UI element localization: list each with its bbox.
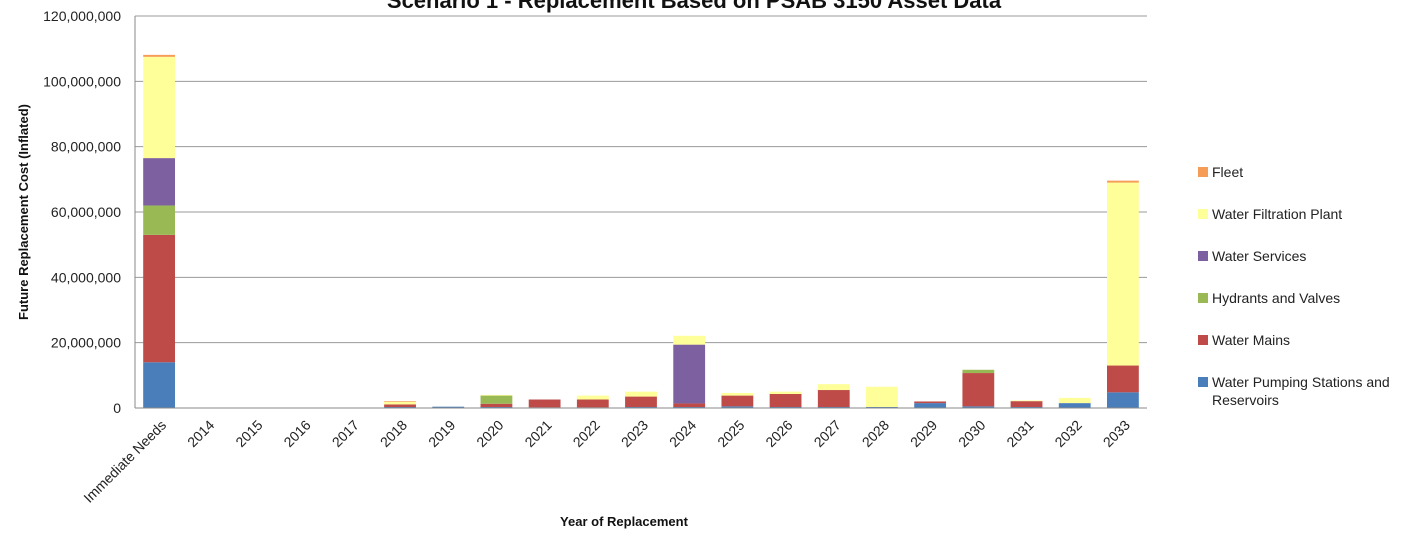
y-tick-label: 120,000,000 — [43, 8, 121, 24]
bar-segment — [721, 395, 754, 407]
bar-segment — [673, 403, 706, 408]
bar-segment — [143, 205, 175, 235]
x-tick-label: 2028 — [859, 417, 892, 450]
bar-segment — [480, 403, 513, 408]
bar-segment — [1010, 401, 1043, 408]
bar-segment — [1058, 403, 1091, 408]
legend-swatch — [1198, 377, 1208, 387]
bar-segment — [673, 335, 706, 345]
legend-label: Water Services — [1212, 248, 1307, 264]
legend-label: Water Filtration Plant — [1212, 206, 1343, 222]
x-axis-ticks: Immediate Needs 2014 2015 2016 2017 2018 2019 2… — [80, 417, 1133, 506]
bar-segment — [384, 401, 416, 402]
legend-item: Water Filtration Plant — [1198, 205, 1404, 223]
legend-swatch — [1198, 335, 1208, 345]
x-tick-label: 2021 — [521, 417, 554, 450]
bar-segment — [1107, 180, 1139, 183]
x-tick-label: 2022 — [570, 417, 603, 450]
bar-segment — [576, 395, 609, 400]
x-tick-label: 2029 — [907, 417, 940, 450]
legend-swatch — [1198, 251, 1208, 261]
x-tick-label: 2024 — [666, 417, 699, 450]
bar-segment — [914, 403, 947, 408]
x-tick-label: 2020 — [473, 417, 506, 450]
bar-segment — [1107, 182, 1139, 366]
bar-segment — [1010, 400, 1043, 402]
bar-segment — [384, 401, 416, 405]
x-tick-label: 2015 — [232, 417, 265, 450]
bar-segment — [721, 392, 754, 396]
x-tick-label: 2019 — [425, 417, 458, 450]
y-axis-ticks: 0 20,000,000 40,000,000 60,000,000 80,000,00… — [43, 8, 121, 416]
bar-segment — [480, 395, 513, 404]
legend: Fleet Water Filtration Plant Water Service… — [1198, 163, 1404, 433]
legend-item: Fleet — [1198, 163, 1404, 181]
x-axis-title: Year of Replacement — [560, 514, 689, 529]
legend-label: Hydrants and Valves — [1212, 290, 1341, 306]
x-tick-label: 2017 — [329, 417, 362, 450]
bar-segment — [817, 390, 850, 408]
legend-label: Fleet — [1212, 164, 1244, 180]
gridlines — [135, 15, 1147, 344]
x-tick-label: 2030 — [955, 417, 988, 450]
bar-segment — [673, 344, 706, 404]
bar-segment — [817, 384, 850, 391]
bar-segment — [1107, 365, 1139, 393]
bar-segment — [625, 396, 657, 408]
bar-segment — [143, 362, 175, 408]
bar-segment — [480, 394, 513, 396]
bar-segment — [143, 158, 175, 206]
x-tick-label: 2016 — [280, 417, 313, 450]
chart-title: Scenario 1 - Replacement Based on PSAB 3… — [387, 0, 1002, 13]
bar-segment — [143, 234, 175, 363]
y-tick-label: 40,000,000 — [51, 269, 121, 285]
bar-segment — [576, 399, 609, 408]
bar-segment — [143, 54, 175, 57]
legend-label: Reservoirs — [1212, 392, 1279, 408]
x-tick-label: 2023 — [618, 417, 651, 450]
bar-segment — [914, 401, 947, 404]
legend-label: Water Mains — [1212, 332, 1291, 348]
y-tick-label: 0 — [113, 400, 121, 416]
bar-segment — [866, 386, 898, 408]
legend-item: Water Pumping Stations and Reservoirs — [1198, 373, 1404, 409]
bar-segment — [721, 406, 754, 408]
x-tick-label: 2027 — [811, 417, 844, 450]
x-tick-label: 2032 — [1051, 417, 1084, 450]
bar-segment — [528, 399, 561, 408]
bar-segment — [769, 391, 802, 394]
x-tick-label: Immediate Needs — [80, 417, 169, 506]
legend-item: Hydrants and Valves — [1198, 289, 1404, 307]
y-tick-label: 80,000,000 — [51, 139, 121, 155]
y-axis-title: Future Replacement Cost (Inflated) — [16, 104, 31, 320]
x-tick-label: 2018 — [377, 417, 410, 450]
y-tick-label: 20,000,000 — [51, 335, 121, 351]
legend-item: Water Services — [1198, 247, 1404, 265]
bar-segment — [432, 406, 465, 408]
legend-swatch — [1198, 293, 1208, 303]
x-tick-label: 2033 — [1100, 417, 1133, 450]
legend-item: Water Mains — [1198, 331, 1404, 349]
y-tick-label: 60,000,000 — [51, 204, 121, 220]
legend-label: Water Pumping Stations and — [1212, 374, 1390, 390]
x-tick-label: 2025 — [714, 417, 747, 450]
legend-swatch — [1198, 209, 1208, 219]
bar-segment — [769, 393, 802, 408]
y-tick-label: 100,000,000 — [43, 73, 121, 89]
bars — [143, 54, 1139, 408]
bar-segment — [962, 406, 995, 408]
bar-segment — [625, 391, 657, 397]
bar-segment — [1058, 397, 1091, 404]
bar-segment — [962, 369, 995, 374]
x-tick-label: 2031 — [1003, 417, 1036, 450]
x-tick-label: 2026 — [762, 417, 795, 450]
bar-segment — [143, 56, 175, 159]
bar-segment — [1107, 392, 1139, 408]
bar-segment — [384, 404, 416, 408]
legend-swatch — [1198, 167, 1208, 177]
x-tick-label: 2014 — [184, 417, 217, 450]
bar-segment — [962, 373, 995, 407]
